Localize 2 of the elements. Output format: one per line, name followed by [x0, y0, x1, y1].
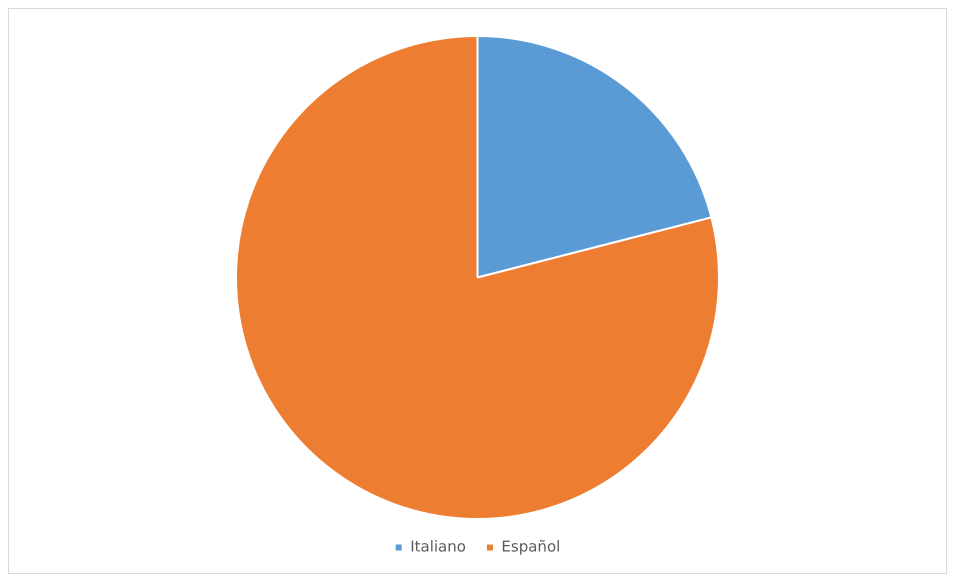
legend-label: Italiano: [410, 537, 466, 556]
legend-label: Español: [501, 537, 560, 556]
